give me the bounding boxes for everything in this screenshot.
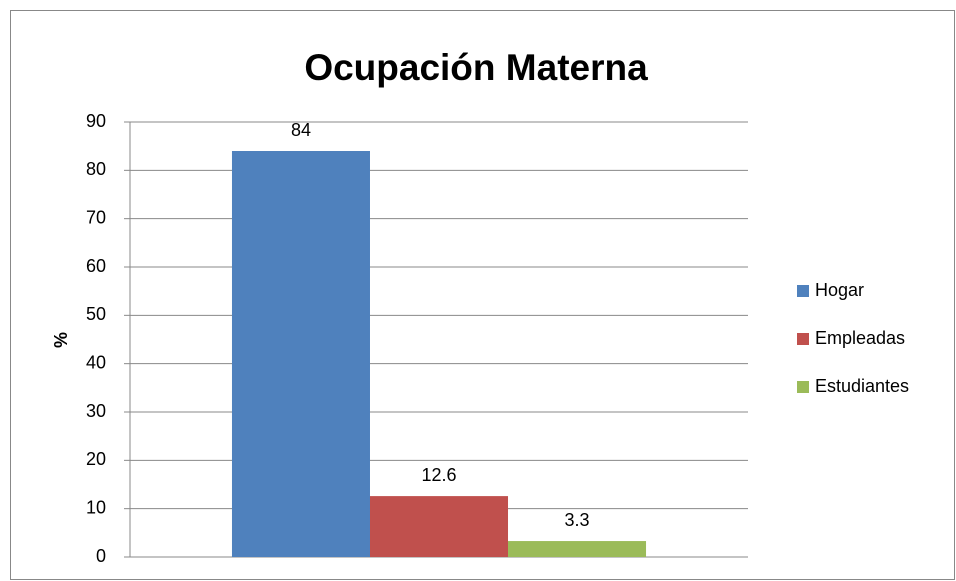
y-tick-label: 20 xyxy=(86,449,106,469)
chart-title: Ocupación Materna xyxy=(304,47,648,88)
legend-swatch xyxy=(797,381,809,393)
data-label: 12.6 xyxy=(421,465,456,485)
y-tick-label: 30 xyxy=(86,401,106,421)
y-tick-label: 40 xyxy=(86,352,106,372)
bar xyxy=(369,496,509,557)
legend-label: Estudiantes xyxy=(815,376,909,396)
bar xyxy=(508,541,647,557)
data-label: 84 xyxy=(291,120,311,140)
legend-label: Hogar xyxy=(815,280,864,300)
legend-swatch xyxy=(797,333,809,345)
y-tick-label: 80 xyxy=(86,159,106,179)
legend-swatch xyxy=(797,285,809,297)
y-tick-label: 50 xyxy=(86,304,106,324)
chart-frame xyxy=(10,10,955,580)
y-tick-label: 70 xyxy=(86,207,106,227)
legend-label: Empleadas xyxy=(815,328,905,348)
y-tick-label: 0 xyxy=(96,546,106,566)
y-tick-label: 90 xyxy=(86,111,106,131)
y-axis-label: % xyxy=(51,332,71,348)
y-tick-label: 10 xyxy=(86,497,106,517)
data-label: 3.3 xyxy=(565,510,590,530)
bar xyxy=(231,151,370,557)
y-tick-label: 60 xyxy=(86,256,106,276)
